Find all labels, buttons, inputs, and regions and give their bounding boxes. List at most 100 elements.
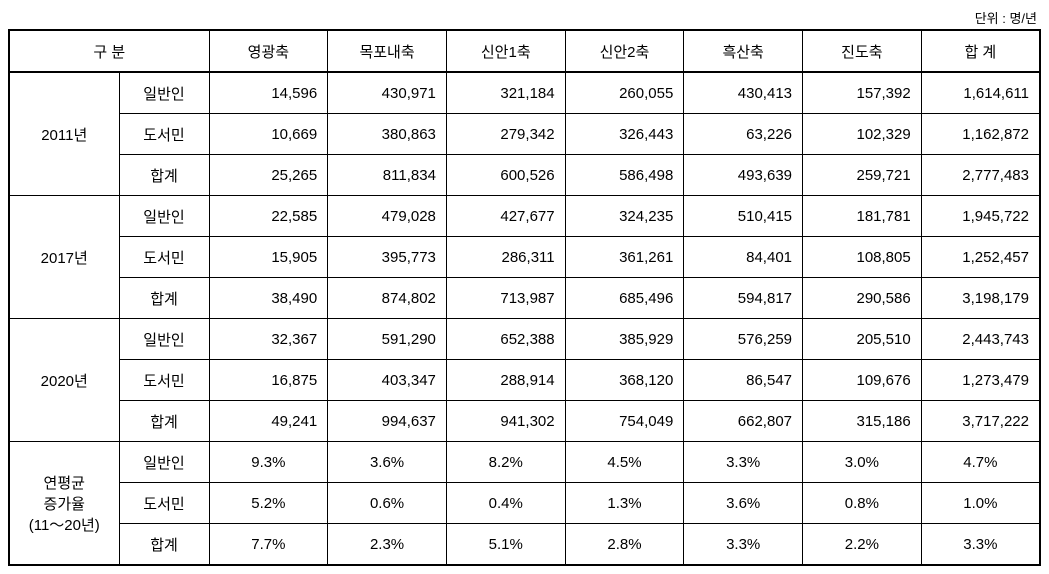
header-col: 흑산축 — [684, 30, 803, 72]
data-table: 구 분 영광축 목포내축 신안1축 신안2축 흑산축 진도축 합 계 2011년… — [8, 29, 1041, 566]
data-cell: 290,586 — [803, 278, 922, 319]
table-row: 2011년일반인14,596430,971321,184260,055430,4… — [9, 72, 1040, 114]
data-cell: 2,443,743 — [921, 319, 1040, 360]
header-col: 합 계 — [921, 30, 1040, 72]
data-cell: 286,311 — [446, 237, 565, 278]
data-cell: 368,120 — [565, 360, 684, 401]
data-cell: 3.3% — [684, 442, 803, 483]
data-cell: 1.3% — [565, 483, 684, 524]
data-cell: 1,614,611 — [921, 72, 1040, 114]
table-row: 도서민10,669380,863279,342326,44363,226102,… — [9, 114, 1040, 155]
data-cell: 63,226 — [684, 114, 803, 155]
data-cell: 685,496 — [565, 278, 684, 319]
data-cell: 594,817 — [684, 278, 803, 319]
data-cell: 479,028 — [328, 196, 447, 237]
data-cell: 811,834 — [328, 155, 447, 196]
data-cell: 16,875 — [209, 360, 328, 401]
data-cell: 395,773 — [328, 237, 447, 278]
data-cell: 3,198,179 — [921, 278, 1040, 319]
data-cell: 1.0% — [921, 483, 1040, 524]
data-cell: 288,914 — [446, 360, 565, 401]
data-cell: 600,526 — [446, 155, 565, 196]
data-cell: 260,055 — [565, 72, 684, 114]
data-cell: 4.5% — [565, 442, 684, 483]
data-cell: 2,777,483 — [921, 155, 1040, 196]
data-cell: 38,490 — [209, 278, 328, 319]
data-cell: 493,639 — [684, 155, 803, 196]
table-row: 2017년일반인22,585479,028427,677324,235510,4… — [9, 196, 1040, 237]
row-label: 일반인 — [119, 196, 209, 237]
data-cell: 3.6% — [328, 442, 447, 483]
data-cell: 157,392 — [803, 72, 922, 114]
data-cell: 9.3% — [209, 442, 328, 483]
data-cell: 259,721 — [803, 155, 922, 196]
data-cell: 713,987 — [446, 278, 565, 319]
header-col: 영광축 — [209, 30, 328, 72]
data-cell: 86,547 — [684, 360, 803, 401]
data-cell: 1,162,872 — [921, 114, 1040, 155]
data-cell: 586,498 — [565, 155, 684, 196]
data-cell: 427,677 — [446, 196, 565, 237]
data-cell: 2.8% — [565, 524, 684, 566]
data-cell: 385,929 — [565, 319, 684, 360]
data-cell: 7.7% — [209, 524, 328, 566]
unit-label: 단위 : 명/년 — [8, 8, 1041, 27]
data-cell: 510,415 — [684, 196, 803, 237]
data-cell: 5.2% — [209, 483, 328, 524]
data-cell: 22,585 — [209, 196, 328, 237]
data-cell: 15,905 — [209, 237, 328, 278]
data-cell: 279,342 — [446, 114, 565, 155]
table-row: 연평균 증가율 (11～20년)일반인9.3%3.6%8.2%4.5%3.3%3… — [9, 442, 1040, 483]
row-label: 합계 — [119, 524, 209, 566]
data-cell: 4.7% — [921, 442, 1040, 483]
data-cell: 874,802 — [328, 278, 447, 319]
data-cell: 49,241 — [209, 401, 328, 442]
data-cell: 1,273,479 — [921, 360, 1040, 401]
header-col: 목포내축 — [328, 30, 447, 72]
data-cell: 108,805 — [803, 237, 922, 278]
table-row: 합계38,490874,802713,987685,496594,817290,… — [9, 278, 1040, 319]
data-cell: 5.1% — [446, 524, 565, 566]
data-cell: 321,184 — [446, 72, 565, 114]
group-label: 연평균 증가율 (11～20년) — [9, 442, 119, 566]
data-cell: 2.3% — [328, 524, 447, 566]
data-cell: 662,807 — [684, 401, 803, 442]
row-label: 도서민 — [119, 237, 209, 278]
table-row: 2020년일반인32,367591,290652,388385,929576,2… — [9, 319, 1040, 360]
group-label: 2017년 — [9, 196, 119, 319]
data-cell: 0.8% — [803, 483, 922, 524]
data-cell: 0.4% — [446, 483, 565, 524]
header-col: 신안2축 — [565, 30, 684, 72]
data-cell: 0.6% — [328, 483, 447, 524]
data-cell: 652,388 — [446, 319, 565, 360]
data-cell: 315,186 — [803, 401, 922, 442]
data-cell: 8.2% — [446, 442, 565, 483]
row-label: 합계 — [119, 401, 209, 442]
row-label: 합계 — [119, 278, 209, 319]
table-row: 도서민16,875403,347288,914368,12086,547109,… — [9, 360, 1040, 401]
table-row: 도서민15,905395,773286,311361,26184,401108,… — [9, 237, 1040, 278]
table-row: 합계49,241994,637941,302754,049662,807315,… — [9, 401, 1040, 442]
data-cell: 2.2% — [803, 524, 922, 566]
data-cell: 3,717,222 — [921, 401, 1040, 442]
data-cell: 3.3% — [684, 524, 803, 566]
row-label: 도서민 — [119, 483, 209, 524]
data-cell: 1,252,457 — [921, 237, 1040, 278]
row-label: 일반인 — [119, 319, 209, 360]
data-cell: 3.6% — [684, 483, 803, 524]
data-cell: 361,261 — [565, 237, 684, 278]
data-cell: 326,443 — [565, 114, 684, 155]
data-cell: 109,676 — [803, 360, 922, 401]
data-cell: 430,413 — [684, 72, 803, 114]
table-row: 합계7.7%2.3%5.1%2.8%3.3%2.2%3.3% — [9, 524, 1040, 566]
data-cell: 1,945,722 — [921, 196, 1040, 237]
row-label: 도서민 — [119, 114, 209, 155]
data-cell: 102,329 — [803, 114, 922, 155]
data-cell: 591,290 — [328, 319, 447, 360]
header-category: 구 분 — [9, 30, 209, 72]
data-cell: 84,401 — [684, 237, 803, 278]
row-label: 합계 — [119, 155, 209, 196]
data-cell: 14,596 — [209, 72, 328, 114]
data-cell: 25,265 — [209, 155, 328, 196]
data-cell: 3.3% — [921, 524, 1040, 566]
